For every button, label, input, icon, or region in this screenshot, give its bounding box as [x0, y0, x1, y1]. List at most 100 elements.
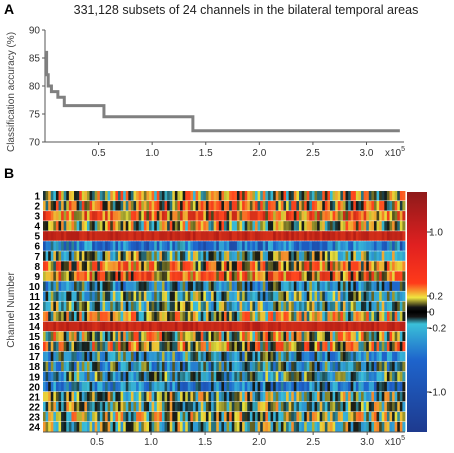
heatmap-cell	[381, 271, 385, 281]
heatmap-cell	[125, 361, 129, 372]
chart-b-x-ticks: 0.5 1.0 1.5 2.0 2.5 3.0	[90, 432, 375, 448]
heatmap-cell	[337, 411, 341, 422]
heatmap-cell	[317, 231, 321, 241]
heatmap-cell	[355, 231, 359, 241]
heatmap-cell	[205, 291, 209, 301]
heatmap-cell	[149, 201, 152, 211]
heatmap-cell	[262, 351, 266, 362]
heatmap-cell	[337, 261, 341, 271]
heatmap-cell	[66, 241, 70, 251]
heatmap-cell	[342, 201, 346, 211]
heatmap-cell	[283, 271, 287, 281]
heatmap-cell	[239, 381, 243, 392]
heatmap-cell	[48, 191, 52, 201]
heatmap-cell	[231, 301, 235, 311]
heatmap-cell	[61, 201, 65, 211]
heatmap-cell	[317, 281, 321, 291]
heatmap-cell	[270, 301, 274, 311]
heatmap-cell	[335, 221, 339, 231]
heatmap-cell	[296, 201, 300, 211]
heatmap-cell	[384, 411, 388, 422]
heatmap-cell	[226, 301, 230, 311]
heatmap-cell	[136, 251, 140, 261]
heatmap-cell	[117, 371, 121, 382]
heatmap-cell	[363, 301, 367, 311]
heatmap-cell	[231, 261, 235, 271]
heatmap-cell	[198, 411, 202, 422]
heatmap-cell	[399, 211, 403, 221]
heatmap-cell	[291, 361, 295, 372]
heatmap-cell	[105, 421, 109, 432]
heatmap-cell	[43, 331, 46, 342]
heatmap-cell	[94, 421, 98, 432]
heatmap-cell	[200, 321, 204, 332]
heatmap-cell	[94, 231, 98, 241]
heatmap-cell	[174, 241, 178, 251]
heatmap-cell	[322, 241, 326, 251]
heatmap-cell	[317, 411, 321, 422]
heatmap-cell	[174, 401, 178, 412]
row-label: 22	[29, 402, 41, 413]
heatmap-cell	[265, 281, 269, 291]
heatmap-cell	[392, 301, 396, 311]
heatmap-cell	[265, 311, 269, 322]
heatmap-cell	[208, 421, 212, 432]
heatmap-cell	[161, 321, 165, 332]
heatmap-cell	[249, 281, 253, 291]
heatmap-cell	[376, 221, 380, 231]
heatmap-cell	[319, 271, 323, 281]
heatmap-cell	[99, 361, 103, 372]
heatmap-cell	[234, 341, 238, 352]
heatmap-cell	[278, 351, 282, 362]
heatmap-cell	[185, 331, 189, 342]
heatmap-cell	[394, 421, 398, 432]
heatmap-cell	[53, 321, 57, 332]
heatmap-cell	[138, 281, 142, 291]
heatmap-cell	[311, 381, 315, 392]
heatmap-cell	[366, 331, 370, 342]
heatmap-cell	[309, 361, 313, 372]
heatmap-cell	[332, 311, 336, 322]
heatmap-cell	[133, 341, 137, 352]
heatmap-cell	[203, 231, 207, 241]
heatmap-cell	[180, 311, 184, 322]
chart-b-x-multiplier: x105	[385, 435, 405, 448]
heatmap-cell	[353, 301, 357, 311]
heatmap-cell	[306, 191, 310, 201]
heatmap-cell	[92, 411, 96, 422]
heatmap-cell	[86, 301, 90, 311]
heatmap-cell	[314, 211, 318, 221]
heatmap-cell	[340, 301, 344, 311]
heatmap-cell	[335, 361, 339, 372]
heatmap-cell	[311, 341, 315, 352]
heatmap-cell	[275, 421, 279, 432]
heatmap-cell	[71, 291, 75, 301]
heatmap-cell	[99, 401, 103, 412]
heatmap-cell	[86, 251, 90, 261]
heatmap-cell	[358, 391, 362, 402]
heatmap-cell	[226, 401, 230, 412]
heatmap-cell	[200, 201, 204, 211]
heatmap-cell	[133, 291, 137, 301]
heatmap-cell	[169, 391, 173, 402]
heatmap-cell	[164, 391, 168, 402]
heatmap-cell	[397, 301, 401, 311]
colorbar-tick-label: 1.0	[429, 228, 443, 239]
heatmap-cell	[304, 391, 308, 402]
heatmap-cell	[61, 321, 65, 332]
heatmap-cell	[358, 261, 362, 271]
heatmap-cell	[76, 301, 80, 311]
heatmap-cell	[355, 241, 359, 251]
heatmap-cell	[45, 281, 49, 291]
heatmap-cell	[89, 351, 93, 362]
heatmap-cell	[366, 341, 370, 352]
heatmap-cell	[366, 321, 370, 332]
row-label: 16	[29, 342, 41, 353]
heatmap-cell	[260, 401, 264, 412]
heatmap-cell	[226, 261, 230, 271]
heatmap-cell	[392, 341, 396, 352]
heatmap-cell	[105, 311, 109, 322]
heatmap-cell	[102, 391, 106, 402]
heatmap-cell	[286, 191, 290, 201]
